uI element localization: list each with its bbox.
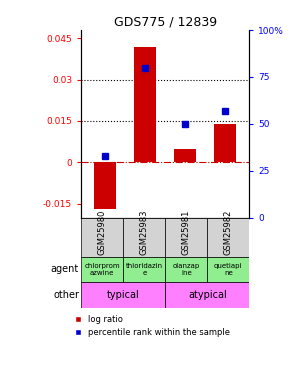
Bar	[123, 217, 165, 256]
Text: chlorprom
azwine: chlorprom azwine	[84, 263, 120, 276]
Text: other: other	[53, 290, 79, 300]
Bar	[174, 148, 196, 162]
Bar	[165, 282, 249, 308]
Bar	[207, 256, 249, 282]
Bar	[134, 46, 156, 162]
Text: thioridazin
e: thioridazin e	[126, 263, 163, 276]
Bar	[81, 217, 123, 256]
Legend: log ratio, percentile rank within the sample: log ratio, percentile rank within the sa…	[71, 312, 233, 340]
Bar	[123, 256, 165, 282]
Text: GSM25981: GSM25981	[182, 210, 191, 255]
Text: atypical: atypical	[188, 290, 227, 300]
Text: typical: typical	[107, 290, 139, 300]
Text: GSM25982: GSM25982	[224, 210, 233, 255]
Bar	[81, 282, 165, 308]
Bar	[214, 124, 236, 162]
Bar	[207, 217, 249, 256]
Text: quetiapi
ne: quetiapi ne	[214, 263, 243, 276]
Bar	[81, 256, 123, 282]
Text: agent: agent	[51, 264, 79, 274]
Title: GDS775 / 12839: GDS775 / 12839	[114, 16, 217, 29]
Bar	[165, 217, 207, 256]
Bar	[94, 162, 116, 209]
Bar	[165, 256, 207, 282]
Text: GSM25980: GSM25980	[98, 210, 107, 255]
Text: olanzap
ine: olanzap ine	[173, 263, 200, 276]
Text: GSM25983: GSM25983	[140, 210, 149, 255]
